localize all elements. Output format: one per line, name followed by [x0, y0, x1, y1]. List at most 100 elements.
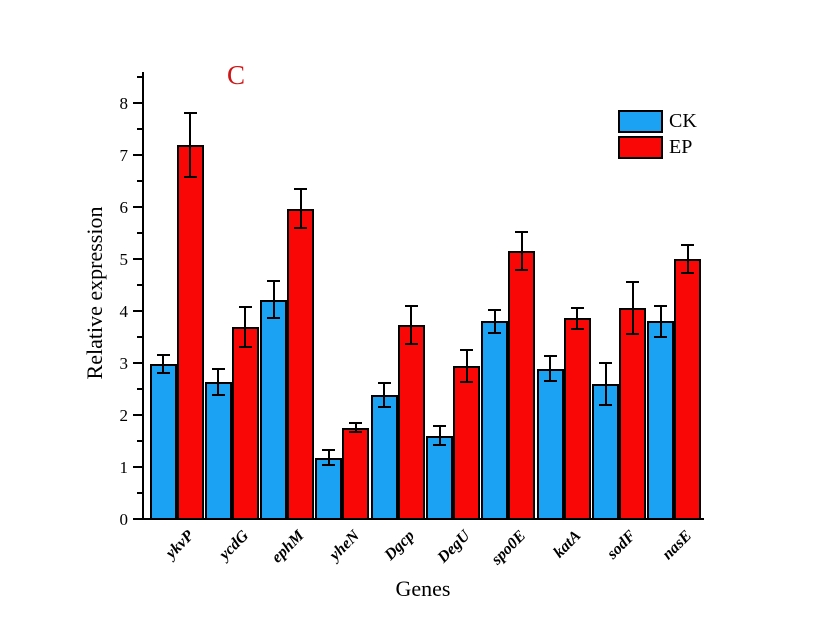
- error-bar-cap-bottom: [570, 327, 584, 330]
- bar-ck-sodF: [592, 383, 620, 519]
- y-minor-tick: [137, 76, 143, 79]
- error-bar-line: [631, 281, 634, 334]
- y-minor-tick: [137, 180, 143, 183]
- y-major-tick: [133, 206, 143, 209]
- y-axis-line: [142, 72, 144, 520]
- bar-ep-ykvP: [176, 144, 204, 519]
- error-bar-cap-bottom: [294, 226, 308, 229]
- legend-item-ep: EP: [618, 135, 697, 159]
- error-bar-cap-bottom: [267, 317, 281, 320]
- x-tick-label-yheN: yheN: [326, 527, 363, 564]
- y-minor-tick: [137, 128, 143, 131]
- error-bar-cap-top: [377, 381, 391, 384]
- error-bar-line: [299, 189, 302, 228]
- bar-ep-DegU: [453, 366, 481, 519]
- y-axis-title: Relative expression: [82, 206, 107, 380]
- bar-ck-DegU: [426, 435, 454, 519]
- error-bar-line: [217, 369, 220, 396]
- error-bar-cap-bottom: [211, 394, 225, 397]
- error-bar-cap-bottom: [433, 444, 447, 447]
- bar-ep-ycdG: [231, 327, 259, 519]
- x-tick-label-DegU: DegU: [434, 527, 474, 567]
- error-bar-cap-bottom: [322, 463, 336, 466]
- x-tick-label-spo0E: spo0E: [487, 527, 529, 569]
- bar-ep-nasE: [674, 258, 702, 519]
- error-bar-cap-top: [267, 279, 281, 282]
- bar-ep-sodF: [619, 307, 647, 519]
- error-bar-line: [410, 306, 413, 344]
- legend-swatch-ep: [618, 135, 663, 159]
- y-major-tick: [133, 362, 143, 365]
- error-bar-cap-top: [654, 304, 668, 307]
- error-bar-line: [686, 244, 689, 273]
- error-bar-cap-bottom: [599, 403, 613, 406]
- error-bar-line: [659, 305, 662, 338]
- bar-ck-spo0E: [481, 321, 509, 519]
- error-bar-cap-top: [515, 230, 529, 233]
- y-major-tick: [133, 154, 143, 157]
- error-bar-line: [465, 350, 468, 383]
- y-tick-label: 6: [119, 198, 129, 218]
- y-minor-tick: [137, 284, 143, 287]
- error-bar-cap-bottom: [460, 381, 474, 384]
- bar-ep-ephM: [287, 208, 315, 519]
- bar-ck-ykvP: [149, 364, 177, 519]
- error-bar-line: [576, 307, 579, 329]
- y-major-tick: [133, 310, 143, 313]
- error-bar-line: [327, 450, 330, 465]
- y-major-tick: [133, 518, 143, 520]
- y-minor-tick: [137, 336, 143, 339]
- bar-ck-Dgcp: [370, 394, 398, 519]
- error-bar-cap-top: [238, 306, 252, 309]
- error-bar-line: [549, 356, 552, 382]
- error-bar-line: [354, 423, 357, 432]
- error-bar-cap-top: [681, 243, 695, 246]
- x-axis-title: Genes: [395, 576, 451, 601]
- bar-ep-yheN: [342, 427, 370, 519]
- x-tick-label-Dgcp: Dgcp: [381, 527, 419, 564]
- error-bar-line: [162, 355, 164, 373]
- x-tick-label-ykvP: ykvP: [162, 527, 197, 562]
- x-tick-label-sodF: sodF: [604, 527, 640, 563]
- error-bar-line: [383, 382, 386, 407]
- error-bar-cap-bottom: [183, 175, 197, 178]
- bar-ck-katA: [536, 368, 564, 519]
- bar-ck-ephM: [260, 299, 288, 519]
- error-bar-line: [520, 231, 523, 271]
- bar-ck-yheN: [315, 457, 343, 519]
- y-tick-label: 7: [119, 146, 129, 166]
- error-bar-cap-top: [294, 188, 308, 191]
- error-bar-cap-bottom: [543, 380, 557, 383]
- error-bar-cap-top: [183, 111, 197, 114]
- bar-ck-nasE: [647, 321, 675, 519]
- error-bar-line: [493, 309, 496, 334]
- error-bar-cap-bottom: [515, 269, 529, 272]
- x-tick-label-ycdG: ycdG: [216, 527, 253, 564]
- error-bar-cap-bottom: [377, 405, 391, 408]
- y-tick-label: 8: [119, 94, 129, 114]
- y-tick-label: 3: [119, 354, 129, 374]
- x-tick-label-katA: katA: [550, 527, 585, 562]
- error-bar-cap-bottom: [488, 332, 502, 335]
- error-bar-cap-top: [156, 354, 170, 357]
- y-tick-label: 4: [119, 302, 129, 322]
- y-major-tick: [133, 466, 143, 469]
- bar-ep-spo0E: [508, 250, 536, 519]
- y-minor-tick: [137, 492, 143, 494]
- x-tick-label-ephM: ephM: [268, 527, 308, 567]
- legend-item-ck: CK: [618, 109, 697, 133]
- error-bar-cap-bottom: [156, 371, 170, 374]
- error-bar-cap-top: [543, 355, 557, 358]
- y-tick-label: 5: [119, 250, 129, 270]
- error-bar-cap-bottom: [404, 342, 418, 345]
- legend-swatch-ck: [618, 109, 663, 133]
- legend-label-ep: EP: [669, 136, 693, 158]
- y-major-tick: [133, 414, 143, 417]
- x-tick-label-nasE: nasE: [658, 527, 695, 564]
- error-bar-cap-bottom: [238, 345, 252, 348]
- error-bar-cap-top: [211, 368, 225, 371]
- y-major-tick: [133, 102, 143, 105]
- bar-ep-katA: [563, 318, 591, 519]
- error-bar-cap-top: [433, 425, 447, 428]
- error-bar-cap-top: [570, 306, 584, 309]
